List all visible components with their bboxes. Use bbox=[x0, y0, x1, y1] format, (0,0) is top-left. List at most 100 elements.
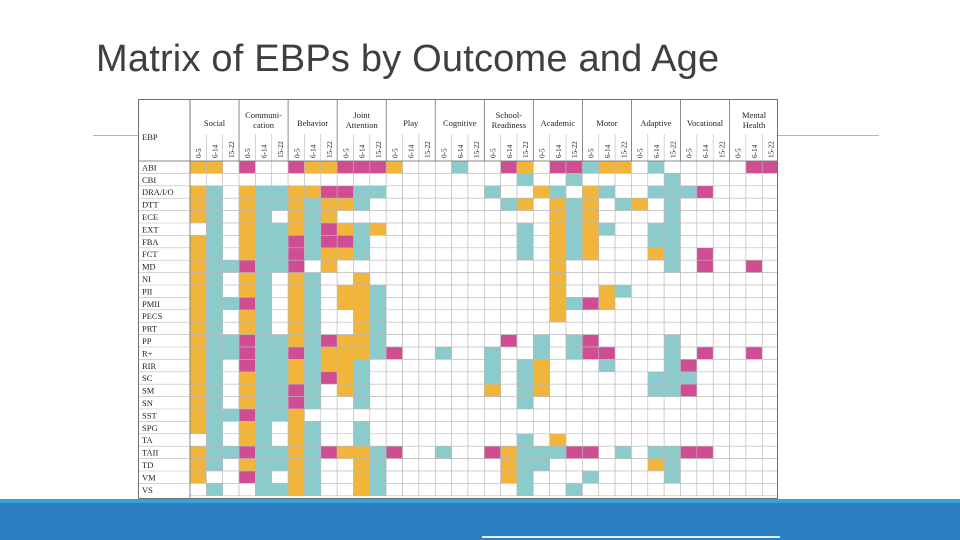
matrix-cell bbox=[238, 284, 256, 298]
matrix-cell bbox=[500, 346, 518, 360]
matrix-cell bbox=[287, 334, 305, 348]
matrix-cell bbox=[271, 259, 289, 273]
matrix-cell bbox=[369, 259, 387, 273]
matrix-cell bbox=[353, 297, 371, 311]
matrix-cell bbox=[533, 346, 551, 360]
matrix-cell bbox=[304, 346, 322, 360]
matrix-cell bbox=[467, 359, 485, 373]
outcome-header-label: Mental bbox=[742, 110, 767, 120]
matrix-cell bbox=[271, 185, 289, 199]
matrix-cell bbox=[320, 309, 338, 323]
matrix-cell bbox=[729, 346, 747, 360]
matrix-cell bbox=[222, 421, 240, 435]
matrix-cell bbox=[238, 334, 256, 348]
matrix-cell bbox=[222, 173, 240, 187]
matrix-cell bbox=[287, 259, 305, 273]
matrix-cell bbox=[483, 247, 501, 261]
matrix-cell bbox=[663, 259, 681, 273]
matrix-cell bbox=[238, 259, 256, 273]
matrix-cell bbox=[418, 346, 436, 360]
matrix-cell bbox=[336, 173, 354, 187]
matrix-cell bbox=[500, 321, 518, 335]
matrix-cell bbox=[418, 396, 436, 410]
matrix-cell bbox=[483, 160, 501, 174]
matrix-cell bbox=[271, 247, 289, 261]
matrix-cell bbox=[745, 272, 763, 286]
matrix-cell bbox=[761, 445, 777, 459]
matrix-cell bbox=[696, 396, 714, 410]
matrix-cell bbox=[402, 445, 420, 459]
matrix-cell bbox=[663, 321, 681, 335]
matrix-cell bbox=[565, 247, 583, 261]
outcome-header-label: Academic bbox=[541, 118, 576, 128]
matrix-cell bbox=[729, 210, 747, 224]
matrix-cell bbox=[434, 433, 452, 447]
matrix-cell bbox=[304, 408, 322, 422]
matrix-cell bbox=[434, 309, 452, 323]
matrix-cell bbox=[206, 222, 223, 236]
matrix-cell bbox=[680, 470, 698, 484]
matrix-cell bbox=[483, 259, 501, 273]
matrix-cell bbox=[533, 470, 551, 484]
matrix-cell bbox=[320, 470, 338, 484]
age-header-label: 0-5 bbox=[440, 148, 448, 158]
matrix-cell bbox=[369, 458, 387, 472]
matrix-cell bbox=[385, 284, 403, 298]
age-header-label: 15-22 bbox=[228, 141, 236, 158]
matrix-cell bbox=[255, 185, 273, 199]
matrix-cell bbox=[238, 445, 256, 459]
matrix-cell bbox=[451, 421, 469, 435]
matrix-cell bbox=[353, 359, 371, 373]
matrix-cell bbox=[336, 334, 354, 348]
matrix-cell bbox=[598, 359, 616, 373]
matrix-cell bbox=[402, 259, 420, 273]
matrix-cell bbox=[189, 359, 207, 373]
matrix-cell bbox=[516, 334, 534, 348]
matrix-cell bbox=[729, 371, 747, 385]
matrix-cell bbox=[516, 371, 534, 385]
matrix-cell bbox=[745, 334, 763, 348]
matrix-cell bbox=[565, 259, 583, 273]
matrix-cell bbox=[353, 470, 371, 484]
matrix-cell bbox=[549, 197, 567, 211]
matrix-cell bbox=[385, 297, 403, 311]
matrix-cell bbox=[238, 396, 256, 410]
matrix-cell bbox=[320, 371, 338, 385]
matrix-cell bbox=[598, 483, 616, 497]
matrix-cell bbox=[467, 173, 485, 187]
matrix-cell bbox=[304, 284, 322, 298]
matrix-cell bbox=[206, 272, 223, 286]
matrix-cell bbox=[647, 371, 665, 385]
ebp-row-label: PII bbox=[142, 286, 153, 296]
matrix-cell bbox=[696, 284, 714, 298]
matrix-cell bbox=[320, 197, 338, 211]
matrix-cell bbox=[533, 297, 551, 311]
outcome-header-label: Adaptive bbox=[640, 118, 671, 128]
matrix-cell bbox=[451, 197, 469, 211]
matrix-cell bbox=[631, 458, 649, 472]
matrix-cell bbox=[271, 222, 289, 236]
matrix-cell bbox=[287, 197, 305, 211]
matrix-cell bbox=[533, 185, 551, 199]
ebp-row-label: VS bbox=[142, 485, 153, 495]
ebp-row-label: RIR bbox=[142, 361, 157, 371]
matrix-cell bbox=[189, 160, 207, 174]
matrix-cell bbox=[385, 408, 403, 422]
matrix-cell bbox=[696, 173, 714, 187]
matrix-cell bbox=[483, 235, 501, 249]
matrix-cell bbox=[385, 235, 403, 249]
matrix-cell bbox=[500, 173, 518, 187]
matrix-cell bbox=[320, 346, 338, 360]
matrix-cell bbox=[222, 458, 240, 472]
matrix-cell bbox=[320, 247, 338, 261]
matrix-cell bbox=[680, 445, 698, 459]
matrix-cell bbox=[712, 197, 730, 211]
matrix-cell bbox=[206, 197, 223, 211]
matrix-cell bbox=[467, 259, 485, 273]
matrix-cell bbox=[533, 421, 551, 435]
matrix-cell bbox=[255, 433, 273, 447]
matrix-cell bbox=[385, 247, 403, 261]
matrix-cell bbox=[222, 346, 240, 360]
age-header-label: 6-14 bbox=[751, 144, 759, 158]
matrix-cell bbox=[402, 421, 420, 435]
